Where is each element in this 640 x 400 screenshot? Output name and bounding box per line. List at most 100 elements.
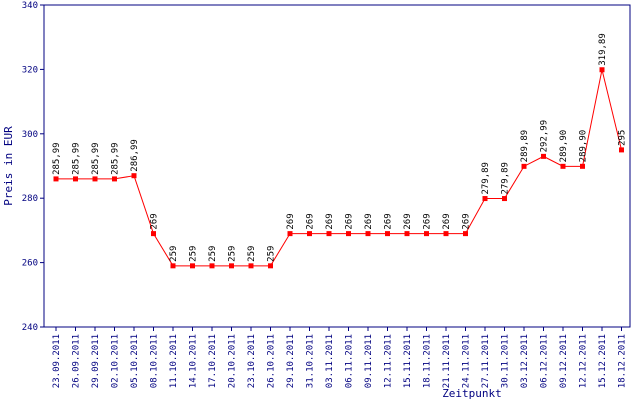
x-tick-label: 03.12.2011: [520, 334, 530, 388]
data-label: 285,99: [52, 142, 62, 175]
x-tick-label: 30.11.2011: [501, 334, 511, 388]
data-label: 259: [208, 246, 218, 262]
data-point: [424, 231, 429, 237]
data-label: 279,89: [481, 162, 491, 195]
data-label: 285,99: [111, 142, 121, 175]
price-series-line: [56, 69, 622, 267]
data-point: [463, 231, 468, 237]
data-point: [580, 163, 585, 169]
y-axis-ticks: 240 260 280 300 320 340: [22, 1, 44, 333]
data-point: [560, 163, 566, 169]
x-tick-label: 18.11.2011: [423, 334, 433, 388]
data-point: [619, 147, 624, 153]
y-tick-label: 240: [22, 323, 38, 333]
x-axis-title: Zeitpunkt: [442, 387, 502, 400]
x-tick-label: 17.10.2011: [208, 334, 218, 388]
x-tick-label: 11.10.2011: [169, 334, 179, 388]
data-point: [131, 173, 137, 179]
data-label: 289,89: [520, 130, 530, 163]
data-point: [443, 231, 449, 237]
x-tick-label: 29.09.2011: [91, 334, 101, 388]
data-label: 269: [403, 213, 413, 229]
data-label: 269: [306, 213, 316, 229]
data-point: [326, 231, 332, 237]
data-label: 259: [189, 246, 199, 262]
data-label: 259: [169, 246, 179, 262]
plot-border: [43, 4, 631, 328]
y-tick-label: 260: [22, 259, 38, 269]
data-label: 292,99: [540, 120, 550, 153]
x-tick-label: 26.10.2011: [267, 334, 277, 388]
data-point: [365, 231, 371, 237]
x-tick-label: 24.11.2011: [462, 334, 472, 388]
data-point: [599, 67, 605, 73]
data-label: 289,90: [579, 130, 589, 163]
data-labels: 285,99 285,99 285,99 285,99 286,99 269 259 259 2…: [52, 33, 628, 262]
data-label: 259: [247, 246, 257, 262]
data-point: [287, 231, 293, 237]
x-tick-label: 23.09.2011: [52, 334, 62, 388]
data-point: [170, 263, 176, 269]
x-tick-label: 08.10.2011: [150, 334, 160, 388]
data-label: 285,99: [91, 142, 101, 175]
data-point: [190, 263, 195, 269]
data-point: [229, 263, 234, 269]
plot-frame: [43, 4, 631, 328]
y-tick-label: 340: [22, 1, 38, 11]
x-tick-label: 18.12.2011: [618, 334, 628, 388]
data-label: 269: [345, 213, 355, 229]
data-label: 269: [325, 213, 335, 229]
data-label: 319,89: [598, 33, 608, 66]
x-tick-label: 29.10.2011: [286, 334, 296, 388]
x-tick-label: 06.11.2011: [345, 334, 355, 388]
data-label: 295: [618, 130, 628, 146]
x-tick-label: 12.12.2011: [579, 334, 589, 388]
data-label: 279,89: [501, 162, 511, 195]
data-point: [209, 263, 215, 269]
x-tick-label: 15.12.2011: [598, 334, 608, 388]
data-label: 259: [228, 246, 238, 262]
data-point: [53, 176, 59, 182]
x-tick-label: 27.11.2011: [481, 334, 491, 388]
data-point: [248, 263, 254, 269]
y-axis-title: Preis in EUR: [2, 126, 15, 206]
data-point: [346, 231, 351, 237]
x-tick-label: 14.10.2011: [189, 334, 199, 388]
y-tick-label: 280: [22, 194, 38, 204]
data-point: [268, 263, 273, 269]
data-label: 269: [286, 213, 296, 229]
data-label: 269: [423, 213, 433, 229]
data-label: 286,99: [130, 139, 140, 172]
data-point: [502, 196, 507, 202]
x-tick-label: 21.11.2011: [442, 334, 452, 388]
data-label: 285,99: [72, 142, 82, 175]
data-point: [385, 231, 390, 237]
data-point: [521, 163, 527, 169]
data-point: [404, 231, 410, 237]
data-label: 269: [364, 213, 374, 229]
y-tick-label: 320: [22, 65, 38, 75]
x-tick-label: 09.11.2011: [364, 334, 374, 388]
y-tick-label: 300: [22, 130, 38, 140]
price-polyline: [56, 69, 622, 267]
x-tick-label: 05.10.2011: [130, 334, 140, 388]
data-point: [482, 196, 488, 202]
data-label: 269: [462, 213, 472, 229]
data-label: 269: [442, 213, 452, 229]
x-tick-label: 02.10.2011: [111, 334, 121, 388]
x-tick-label: 03.11.2011: [325, 334, 335, 388]
x-tick-label: 15.11.2011: [403, 334, 413, 388]
data-point: [307, 231, 312, 237]
x-tick-label: 20.10.2011: [228, 334, 238, 388]
x-tick-label: 06.12.2011: [540, 334, 550, 388]
data-point: [541, 153, 546, 159]
data-point: [151, 231, 156, 237]
x-tick-label: 23.10.2011: [247, 334, 257, 388]
data-label: 269: [150, 213, 160, 229]
data-point: [112, 176, 117, 182]
data-point: [73, 176, 78, 182]
x-tick-label: 12.11.2011: [384, 334, 394, 388]
data-label: 289,90: [559, 130, 569, 163]
data-label: 259: [267, 246, 277, 262]
